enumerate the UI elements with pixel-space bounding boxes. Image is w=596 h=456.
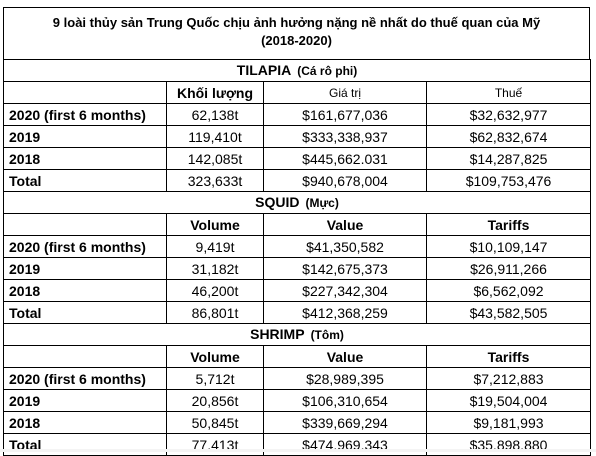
cell-tariffs: $26,911,266	[425, 257, 592, 280]
section-title-squid: SQUID (Mực)	[2, 191, 592, 214]
cell-value: $339,669,294	[263, 411, 427, 434]
table-row: 2019 31,182t $142,675,373 $26,911,266	[3, 257, 592, 280]
cell-value: $412,368,259	[263, 301, 427, 324]
section-subtitle: (Tôm)	[310, 328, 344, 342]
table-row-total: Total 323,633t $940,678,004 $109,753,476	[3, 169, 592, 192]
title-line-2: (2018-2020)	[261, 33, 332, 48]
bottom-strip	[0, 449, 596, 452]
title-line-1: 9 loài thủy sản Trung Quốc chịu ảnh hưởn…	[52, 15, 541, 30]
row-label: 2018	[3, 279, 167, 302]
row-label: 2019	[3, 389, 167, 412]
tariff-table: TILAPIA (Cá rô phi) Khối lượng Giá trị Th…	[2, 59, 592, 456]
cell-tariffs: $10,109,147	[425, 235, 592, 258]
cell-volume: 323,633t	[166, 169, 264, 192]
cell-volume: 62,138t	[166, 103, 264, 126]
cell-value: $333,338,937	[263, 125, 427, 148]
header-volume: Volume	[166, 345, 264, 368]
cell-tariffs: $43,582,505	[425, 301, 592, 324]
cell-tariffs: $62,832,674	[425, 125, 592, 148]
cell-value: $445,662.031	[263, 147, 427, 170]
header-value: Value	[263, 345, 427, 368]
section-title-tilapia: TILAPIA (Cá rô phi)	[2, 59, 592, 82]
section-header-row: SHRIMP (Tôm)	[2, 323, 592, 346]
section-subtitle: (Cá rô phi)	[297, 64, 358, 78]
cell-tariffs: $9,181,993	[425, 411, 592, 434]
row-label: Total	[3, 169, 167, 192]
table-row-total: Total 77,413t $474,969,343 $35,898,880	[3, 433, 592, 456]
cell-value: $940,678,004	[263, 169, 427, 192]
cell-tariffs: $6,562,092	[425, 279, 592, 302]
cell-tariffs: $14,287,825	[425, 147, 592, 170]
cell-volume: 31,182t	[166, 257, 264, 280]
section-title-shrimp: SHRIMP (Tôm)	[2, 323, 592, 346]
table-row-total: Total 86,801t $412,368,259 $43,582,505	[3, 301, 592, 324]
cell-tariffs: $109,753,476	[425, 169, 592, 192]
cell-value: $227,342,304	[263, 279, 427, 302]
table-row: 2019 119,410t $333,338,937 $62,832,674	[3, 125, 592, 148]
cell-value: $142,675,373	[263, 257, 427, 280]
row-label: 2020 (first 6 months)	[3, 235, 167, 258]
row-label: 2018	[3, 411, 167, 434]
table-row: 2020 (first 6 months) 5,712t $28,989,395…	[3, 367, 592, 390]
cell-tariffs: $7,212,883	[425, 367, 592, 390]
cell-tariffs: $35,898,880	[425, 433, 592, 456]
cell-tariffs: $32,632,977	[425, 103, 592, 126]
cell-volume: 9,419t	[166, 235, 264, 258]
header-blank	[3, 345, 167, 368]
header-tariffs: Tariffs	[425, 213, 592, 236]
row-label: 2020 (first 6 months)	[3, 367, 167, 390]
column-header-row: Volume Value Tariffs	[3, 213, 592, 236]
header-blank	[3, 81, 167, 104]
cell-tariffs: $19,504,004	[425, 389, 592, 412]
header-value: Giá trị	[263, 81, 427, 104]
cell-value: $41,350,582	[263, 235, 427, 258]
section-name: SQUID	[255, 194, 300, 210]
table-row: 2018 50,845t $339,669,294 $9,181,993	[3, 411, 592, 434]
row-label: 2019	[3, 125, 167, 148]
cell-volume: 86,801t	[166, 301, 264, 324]
table-title: 9 loài thủy sản Trung Quốc chịu ảnh hưởn…	[3, 7, 590, 59]
section-name: SHRIMP	[250, 326, 305, 342]
row-label: Total	[3, 433, 167, 456]
table-row: 2020 (first 6 months) 9,419t $41,350,582…	[3, 235, 592, 258]
cell-volume: 5,712t	[166, 367, 264, 390]
table-row: 2020 (first 6 months) 62,138t $161,677,0…	[3, 103, 592, 126]
column-header-row: Volume Value Tariffs	[3, 345, 592, 368]
header-tariffs: Thuế	[425, 81, 592, 104]
row-label: 2020 (first 6 months)	[3, 103, 167, 126]
cell-value: $161,677,036	[263, 103, 427, 126]
header-blank	[3, 213, 167, 236]
cell-volume: 119,410t	[166, 125, 264, 148]
cell-volume: 46,200t	[166, 279, 264, 302]
table-row: 2018 46,200t $227,342,304 $6,562,092	[3, 279, 592, 302]
cell-value: $106,310,654	[263, 389, 427, 412]
table-row: 2019 20,856t $106,310,654 $19,504,004	[3, 389, 592, 412]
row-label: 2018	[3, 147, 167, 170]
section-header-row: TILAPIA (Cá rô phi)	[2, 59, 592, 82]
section-header-row: SQUID (Mực)	[2, 191, 592, 214]
table-row: 2018 142,085t $445,662.031 $14,287,825	[3, 147, 592, 170]
header-volume: Khối lượng	[166, 81, 264, 104]
cell-volume: 50,845t	[166, 411, 264, 434]
cell-volume: 77,413t	[166, 433, 264, 456]
header-tariffs: Tariffs	[425, 345, 592, 368]
cell-volume: 142,085t	[166, 147, 264, 170]
header-volume: Volume	[166, 213, 264, 236]
row-label: 2019	[3, 257, 167, 280]
top-caption-strip	[0, 0, 596, 7]
cell-volume: 20,856t	[166, 389, 264, 412]
section-subtitle: (Mực)	[305, 196, 339, 210]
header-value: Value	[263, 213, 427, 236]
section-name: TILAPIA	[236, 62, 292, 78]
cell-value: $474,969,343	[263, 433, 427, 456]
column-header-row: Khối lượng Giá trị Thuế	[3, 81, 592, 104]
cell-value: $28,989,395	[263, 367, 427, 390]
row-label: Total	[3, 301, 167, 324]
